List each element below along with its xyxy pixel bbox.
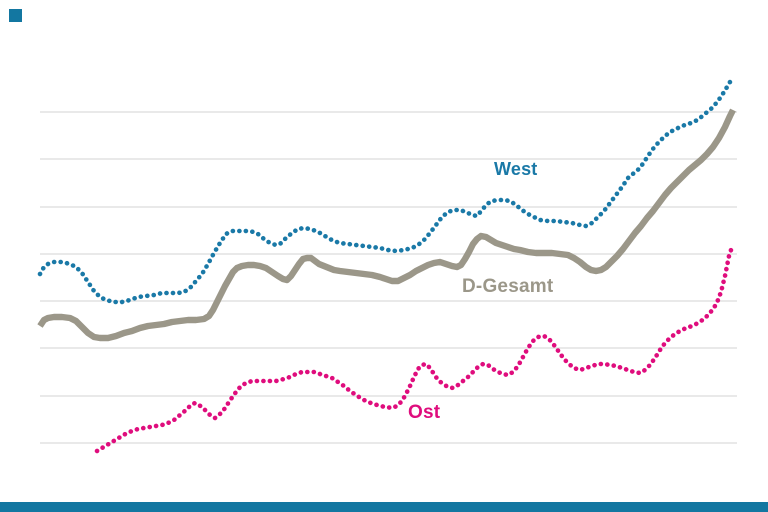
series-label-west: West (494, 159, 538, 179)
logo-square (9, 9, 22, 22)
footer-bar (0, 502, 768, 512)
series-label-d-gesamt: D-Gesamt (462, 276, 554, 297)
series-label-ost: Ost (408, 402, 441, 423)
